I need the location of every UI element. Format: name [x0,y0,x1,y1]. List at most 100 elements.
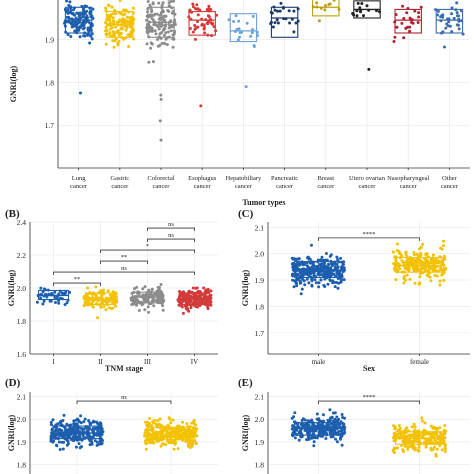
box [229,13,258,43]
data-point [426,438,430,442]
data-point [430,267,434,271]
data-point [310,429,313,433]
data-point [320,255,324,259]
data-point [114,37,118,41]
data-point [159,283,163,286]
y-tick-label: 2.0 [255,250,265,259]
data-point [294,278,298,282]
data-point [333,267,337,271]
data-point [405,426,409,430]
data-point [355,14,359,18]
data-point [419,5,423,9]
data-point [63,303,67,307]
data-point [290,433,294,437]
data-point [209,293,213,297]
data-point [132,37,136,41]
data-point [428,275,432,279]
data-point [438,440,442,444]
data-point [410,20,413,24]
data-point [436,260,440,263]
data-point [122,8,126,12]
data-point [131,6,135,10]
data-point [102,305,106,309]
data-point [124,28,128,32]
data-point [299,435,303,438]
data-point [137,309,141,312]
data-point [143,432,147,435]
data-point [419,252,422,255]
data-point [161,308,165,312]
data-point [405,259,409,263]
data-point [64,290,68,294]
data-point [88,27,92,31]
data-point [72,419,76,423]
data-point [412,434,416,438]
data-point [90,442,94,446]
data-point [161,430,165,433]
data-point [197,301,201,305]
data-point [406,445,410,449]
data-point [391,250,395,254]
data-point [396,428,400,432]
data-point [323,4,327,8]
data-point [176,434,180,438]
data-point [295,284,299,288]
data-point [106,289,110,293]
data-point [301,263,305,267]
data-point [455,1,459,5]
data-point [166,439,170,443]
data-point [73,13,77,17]
data-point [408,16,412,20]
data-point [330,264,334,268]
x-tick-label: Esophagus [188,175,217,182]
data-point [147,60,151,64]
data-point [334,437,338,441]
data-point [72,421,76,425]
data-point [188,300,192,304]
data-point [130,303,134,306]
x-tick-label: Utero ovarian [349,175,386,182]
data-point [328,278,332,281]
data-point [104,6,108,10]
data-point [191,2,195,6]
data-point [291,278,295,282]
data-point [160,41,164,45]
data-point [66,439,70,443]
y-axis-label: GNRI(log) [7,269,16,306]
data-point [335,419,339,423]
data-point [292,9,296,13]
data-point [57,301,61,305]
data-point [336,422,340,426]
data-point [156,25,160,29]
data-point [111,16,115,20]
data-point [416,432,420,436]
data-point [417,446,421,449]
outlier-point [244,85,248,89]
data-point [414,268,418,272]
data-point [339,279,343,283]
panel-letter-e: (E) [238,377,253,389]
data-point [75,27,79,31]
y-axis-label: GNRI(log) [7,414,16,451]
data-point [398,267,402,271]
data-point [315,412,319,416]
data-point [293,436,297,440]
data-point [148,29,152,33]
data-point [287,9,291,13]
data-point [235,27,239,31]
data-point [66,33,70,37]
data-point [317,281,321,285]
x-tick-label: cancer [400,183,418,190]
data-point [92,435,95,439]
data-point [72,428,76,432]
data-point [163,27,167,31]
data-point [392,40,396,43]
data-point [150,436,154,440]
data-point [184,306,188,310]
data-point [61,419,65,422]
data-point [429,446,433,450]
data-point [151,60,155,64]
data-point [49,434,53,438]
data-point [149,41,153,45]
data-point [156,419,160,423]
